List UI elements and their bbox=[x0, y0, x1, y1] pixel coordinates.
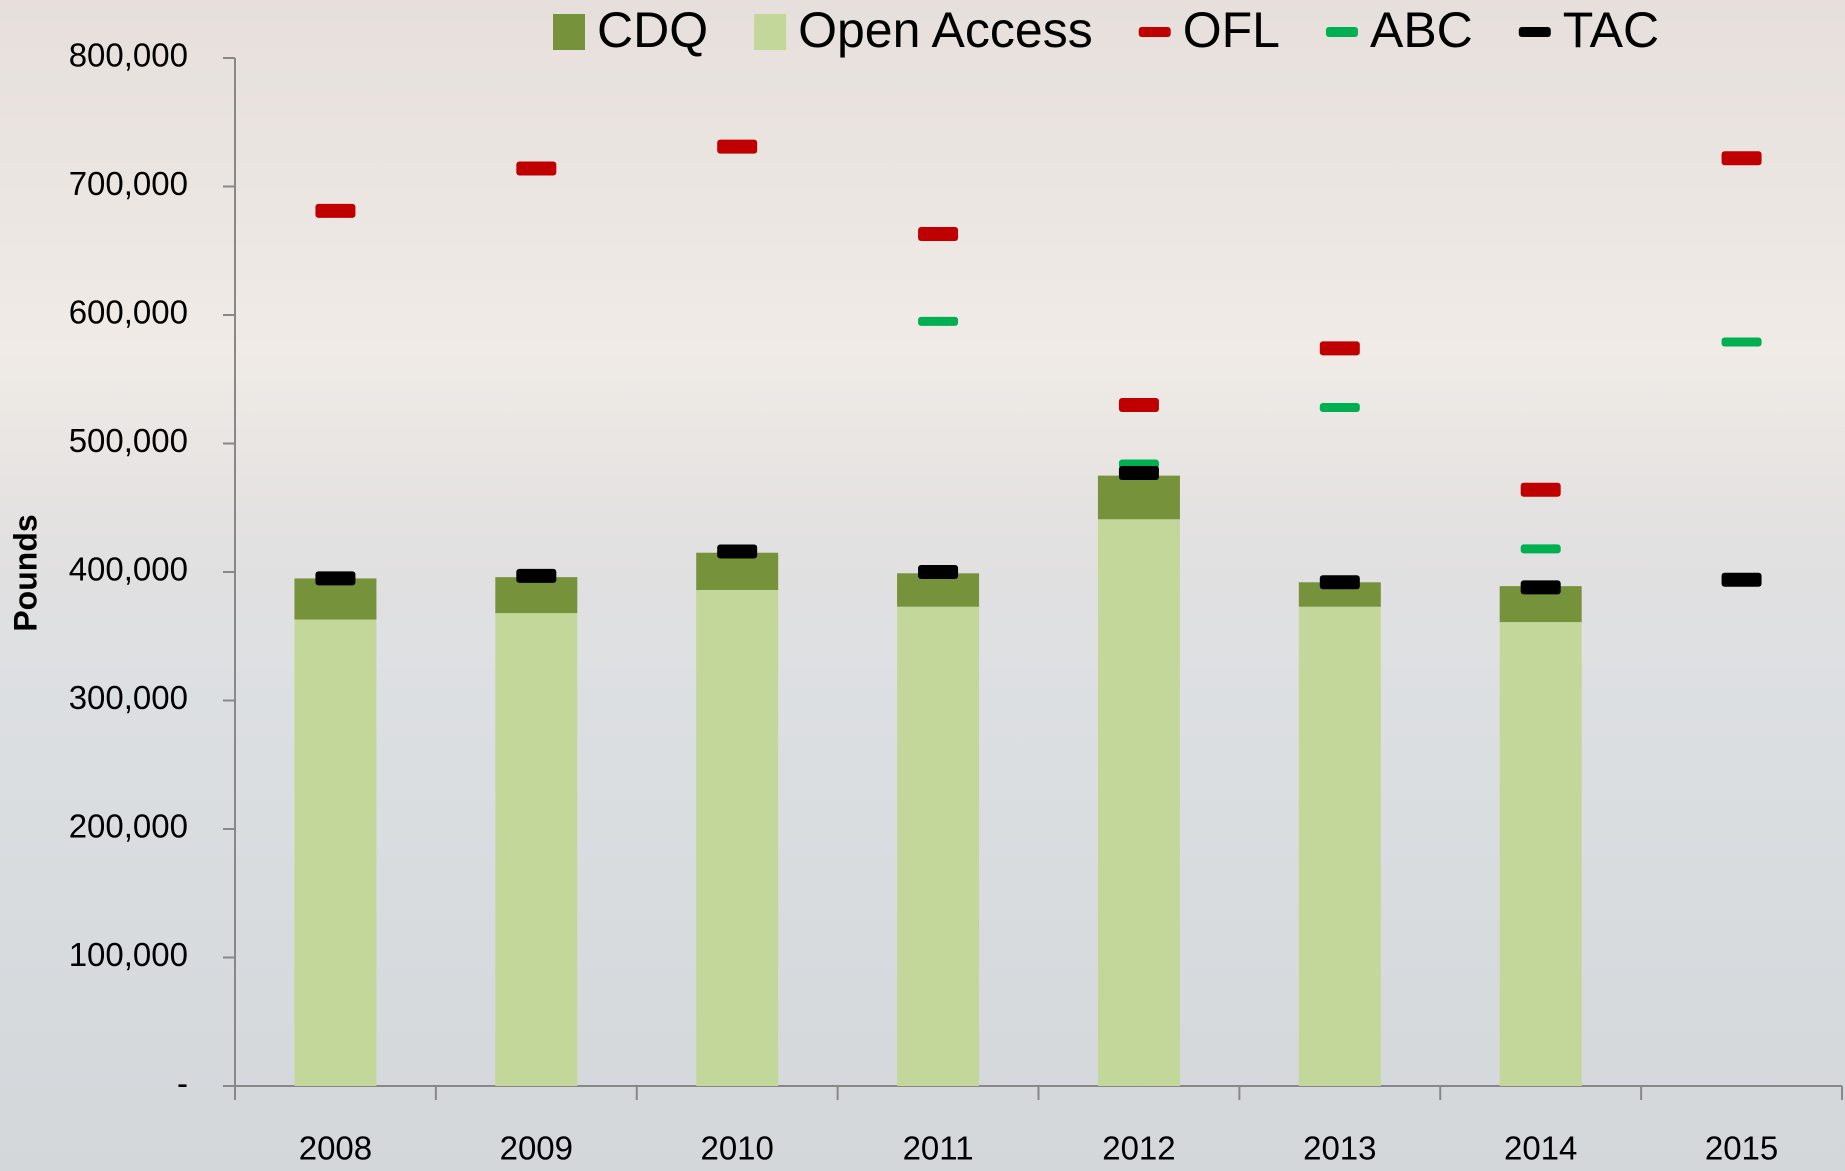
bar-segment bbox=[1097, 519, 1180, 1086]
x-tick-label: 2015 bbox=[1705, 1130, 1778, 1167]
legend-label: ABC bbox=[1370, 2, 1473, 58]
marker bbox=[1721, 337, 1762, 347]
x-tick-label: 2011 bbox=[903, 1130, 974, 1167]
bar-segment bbox=[696, 552, 779, 590]
bar-segment bbox=[897, 606, 980, 1086]
legend-label: CDQ bbox=[597, 2, 708, 58]
y-tick-label: 700,000 bbox=[69, 165, 188, 202]
marker bbox=[315, 571, 356, 586]
marker bbox=[1319, 575, 1360, 590]
x-tick-label: 2013 bbox=[1303, 1130, 1376, 1167]
bar-segment bbox=[696, 589, 779, 1086]
marker bbox=[315, 203, 356, 218]
y-tick-label: 200,000 bbox=[69, 808, 188, 845]
marker bbox=[918, 565, 959, 579]
x-tick-label: 2009 bbox=[500, 1130, 573, 1167]
legend-swatch bbox=[1325, 27, 1358, 37]
marker bbox=[717, 544, 758, 559]
marker bbox=[1520, 580, 1561, 595]
marker bbox=[918, 316, 959, 326]
marker bbox=[1520, 544, 1561, 554]
marker bbox=[1118, 466, 1159, 481]
bar-segment bbox=[495, 577, 578, 614]
x-tick-label: 2014 bbox=[1504, 1130, 1577, 1167]
x-tick-label: 2008 bbox=[299, 1130, 372, 1167]
y-axis-label: Pounds bbox=[7, 514, 43, 631]
marker bbox=[1319, 341, 1360, 356]
bar-segment bbox=[1097, 475, 1180, 520]
legend-swatch bbox=[754, 14, 787, 50]
bar-segment bbox=[1298, 606, 1381, 1086]
bar-segment bbox=[1499, 622, 1582, 1086]
bar-segment bbox=[294, 619, 377, 1086]
x-tick-label: 2010 bbox=[700, 1130, 773, 1167]
marker bbox=[516, 161, 557, 176]
legend-swatch bbox=[1138, 27, 1171, 37]
legend-label: OFL bbox=[1183, 2, 1280, 58]
y-tick-label: - bbox=[177, 1065, 188, 1102]
legend-label: Open Access bbox=[798, 2, 1093, 58]
y-tick-label: 100,000 bbox=[69, 936, 188, 973]
legend-label: TAC bbox=[1563, 2, 1659, 58]
marker bbox=[1721, 572, 1762, 587]
y-tick-label: 500,000 bbox=[69, 422, 188, 459]
y-tick-label: 800,000 bbox=[69, 37, 188, 74]
y-tick-label: 300,000 bbox=[69, 679, 188, 716]
bar-segment bbox=[495, 613, 578, 1086]
marker bbox=[717, 139, 758, 154]
legend-swatch bbox=[1518, 27, 1551, 37]
marker bbox=[918, 227, 959, 242]
marker bbox=[1520, 482, 1561, 497]
marker bbox=[516, 568, 557, 583]
x-tick-label: 2012 bbox=[1102, 1130, 1175, 1167]
legend-swatch bbox=[553, 14, 585, 50]
marker bbox=[1319, 403, 1360, 413]
y-tick-label: 600,000 bbox=[69, 294, 188, 331]
marker bbox=[1118, 397, 1159, 412]
marker bbox=[1721, 151, 1762, 166]
y-tick-label: 400,000 bbox=[69, 551, 188, 588]
